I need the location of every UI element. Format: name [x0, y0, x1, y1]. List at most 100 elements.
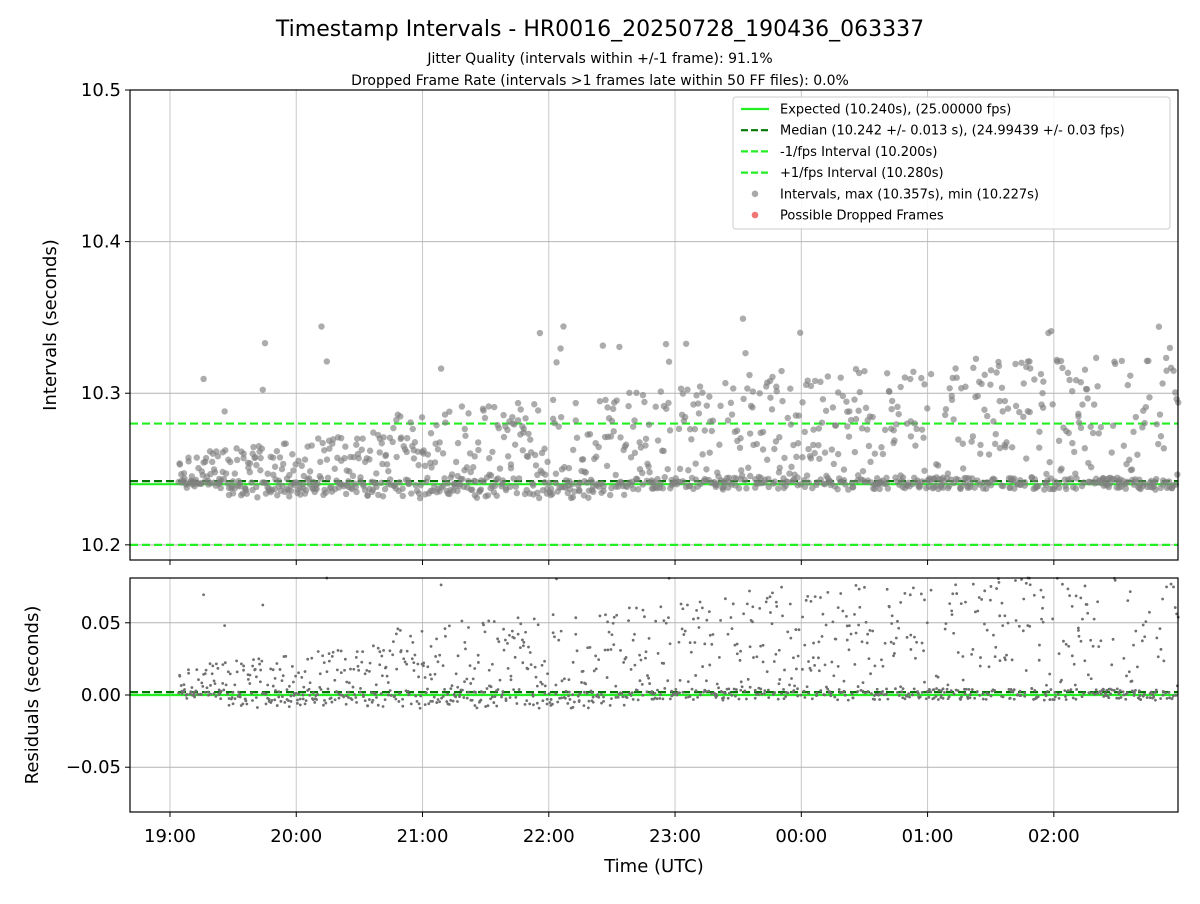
residual-point — [345, 694, 348, 698]
residual-point — [418, 706, 422, 710]
residual-point — [551, 613, 555, 617]
residual-point — [586, 646, 590, 650]
residual-point — [673, 691, 677, 695]
residual-point — [424, 691, 428, 695]
residual-point — [655, 697, 659, 701]
interval-point — [834, 450, 842, 458]
residual-point — [679, 602, 683, 606]
residual-point — [860, 640, 864, 644]
residual-point — [258, 680, 262, 684]
residual-point — [470, 698, 474, 702]
interval-point — [352, 483, 359, 491]
residual-point — [358, 690, 362, 694]
residual-point — [491, 662, 494, 666]
interval-point — [753, 440, 761, 448]
residual-point — [686, 603, 689, 607]
interval-point — [1079, 401, 1086, 408]
residual-point — [1000, 601, 1004, 605]
residual-point — [901, 696, 905, 700]
residual-point — [351, 685, 355, 689]
residual-point — [368, 661, 372, 665]
residual-point — [325, 670, 329, 673]
interval-point — [385, 467, 392, 475]
residual-point — [451, 699, 455, 703]
residual-point — [266, 683, 270, 687]
interval-point — [886, 388, 893, 395]
interval-point — [786, 470, 793, 477]
legend-swatch-dot — [751, 190, 759, 198]
interval-point — [397, 434, 405, 441]
interval-point — [487, 472, 495, 479]
residual-point — [727, 687, 731, 691]
residual-point — [796, 654, 800, 658]
residual-point — [973, 696, 977, 700]
interval-point — [769, 373, 776, 381]
residual-point — [956, 651, 960, 654]
residual-point — [407, 693, 411, 696]
residual-point — [289, 699, 293, 703]
residuals-y-tick-label: 0.00 — [81, 685, 121, 706]
interval-point — [408, 490, 415, 497]
interval-point — [421, 462, 429, 470]
residual-point — [205, 686, 209, 690]
interval-point — [489, 448, 496, 456]
residual-point — [767, 696, 771, 700]
interval-point — [286, 471, 293, 479]
residual-point — [1017, 624, 1021, 628]
residual-point — [959, 602, 963, 605]
interval-point — [524, 453, 532, 460]
residual-point — [638, 653, 642, 657]
interval-point — [380, 434, 387, 441]
interval-point — [531, 451, 539, 459]
residual-point — [177, 691, 180, 695]
interval-point — [477, 486, 485, 493]
residual-point — [908, 695, 911, 699]
residual-point — [894, 636, 898, 640]
interval-point — [261, 339, 269, 347]
residual-point — [462, 696, 466, 699]
interval-point — [608, 417, 616, 425]
legend-items: Expected (10.240s), (25.00000 fps)Median… — [741, 103, 1125, 224]
residual-point — [365, 668, 369, 672]
residual-point — [363, 672, 367, 676]
residual-point — [981, 697, 985, 701]
residual-point — [664, 621, 668, 625]
residual-point — [350, 698, 354, 702]
interval-point — [746, 472, 754, 480]
residual-point — [496, 688, 500, 691]
residual-point — [183, 688, 186, 691]
residual-point — [214, 662, 218, 666]
residual-point — [857, 623, 861, 627]
residual-point — [239, 662, 243, 666]
chart-subtitle-dropped: Dropped Frame Rate (intervals >1 frames … — [351, 73, 849, 89]
interval-point — [534, 407, 542, 414]
interval-point — [532, 462, 540, 469]
residual-point — [423, 676, 427, 679]
residual-point — [1169, 582, 1173, 586]
residual-point — [500, 695, 503, 699]
residual-point — [468, 664, 472, 668]
interval-point — [551, 419, 558, 427]
residual-point — [873, 698, 877, 701]
interval-point — [776, 464, 783, 472]
interval-point — [996, 397, 1003, 405]
interval-point — [403, 434, 411, 442]
residual-point — [681, 690, 685, 694]
residual-point — [825, 685, 828, 689]
interval-point — [373, 470, 380, 477]
interval-point — [324, 474, 332, 481]
residual-point — [865, 641, 869, 645]
residual-point — [319, 688, 323, 691]
interval-point — [1010, 475, 1018, 482]
residual-point — [1099, 692, 1103, 696]
residual-point — [853, 663, 857, 666]
residual-point — [644, 656, 647, 660]
interval-point — [948, 396, 956, 404]
residual-point — [667, 616, 670, 620]
residual-point — [836, 698, 839, 702]
residual-point — [890, 614, 894, 618]
interval-point — [617, 434, 624, 441]
interval-point — [616, 343, 623, 351]
interval-point — [389, 438, 396, 446]
residual-point — [1134, 629, 1138, 633]
